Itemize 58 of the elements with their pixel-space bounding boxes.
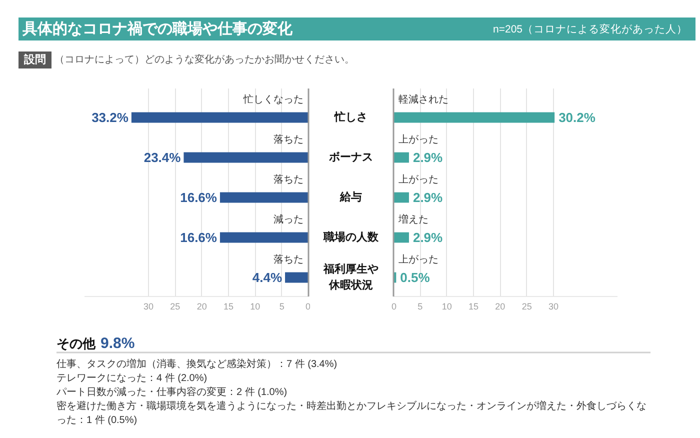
y-tick-label: ボーナス [328, 152, 373, 164]
x-tick-label: 25 [170, 302, 180, 312]
bar [394, 152, 409, 163]
annotation: 落ちた [274, 173, 304, 186]
bar [184, 152, 308, 163]
annotation: 減った [274, 213, 304, 226]
bar [285, 272, 308, 283]
x-tick-label: 10 [442, 302, 452, 312]
text: 密を避けた働き方・職場環境を気を遣うようになった・時差出勤とかフレキシブルになった・オンラインが増えた・外食しづらくなった：1 件 (0.5%) [56, 400, 646, 426]
annotation: 上がった [398, 173, 438, 186]
x-tick-label: 0 [305, 302, 311, 312]
bar [220, 192, 308, 203]
chart-title: 具体的なコロナ禍での職場や仕事の変化 [22, 20, 294, 38]
x-tick-label: 10 [250, 302, 260, 312]
x-tick-label: 20 [495, 302, 506, 312]
text: その他 [56, 336, 96, 351]
bar [394, 192, 409, 203]
data-label: 23.4% [144, 150, 182, 165]
data-label: 4.4% [252, 270, 282, 285]
x-tick-label: 30 [548, 302, 559, 312]
y-tick-label: 給与 [339, 190, 362, 204]
text: 仕事、タスクの増加（消毒、換気など感染対策）：7 件 (3.4%) [56, 358, 338, 370]
bar [220, 232, 308, 243]
text: テレワークになった：4 件 (2.0%) [56, 373, 208, 384]
x-tick-label: 15 [223, 302, 234, 312]
y-tick-label: 職場の人数 [322, 230, 380, 244]
data-label: 2.9% [412, 190, 444, 205]
bar [394, 112, 555, 123]
annotation: 上がった [398, 133, 438, 146]
x-tick-label: 25 [522, 302, 532, 312]
data-label: 0.5% [400, 270, 430, 285]
x-tick-label: 30 [143, 302, 154, 312]
data-label: 33.2% [92, 110, 129, 125]
bar [394, 232, 409, 243]
text: 設問 [23, 53, 46, 66]
x-tick-label: 15 [468, 302, 479, 312]
x-tick-label: 5 [418, 302, 423, 312]
data-label: 2.9% [412, 150, 444, 165]
y-tick-label: 福利厚生や休暇状況 [322, 262, 378, 292]
annotation: 忙しくなった [242, 93, 304, 106]
chart-subtitle: n=205（コロナによる変化があった人） [493, 22, 688, 36]
annotation: 落ちた [274, 253, 304, 266]
data-label: 2.9% [412, 230, 444, 245]
annotation: 軽減された [398, 93, 448, 106]
text: （コロナによって）どのような変化があったかお聞かせください。 [54, 54, 354, 66]
bar [131, 112, 308, 123]
data-label: 16.6% [180, 230, 218, 245]
text: 9.8% [100, 335, 135, 352]
text: パート日数が減った・仕事内容の変更：2 件 (1.0%) [56, 386, 288, 398]
x-tick-label: 0 [392, 302, 397, 312]
x-tick-label: 5 [279, 302, 284, 312]
x-tick-label: 20 [196, 302, 207, 312]
data-label: 16.6% [180, 190, 218, 205]
annotation: 落ちた [274, 133, 304, 146]
annotation: 増えた [398, 213, 428, 226]
annotation: 上がった [398, 253, 438, 266]
y-tick-label: 忙しさ [334, 110, 368, 124]
data-label: 30.2% [558, 110, 596, 125]
